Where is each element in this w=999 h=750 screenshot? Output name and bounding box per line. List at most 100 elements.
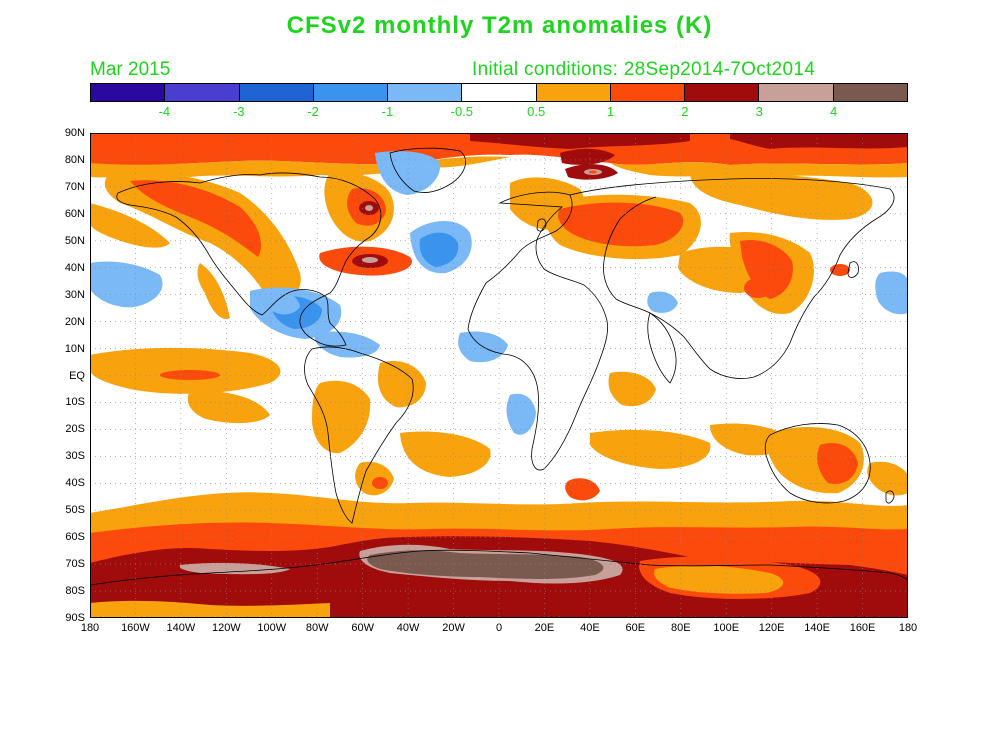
colorbar-label: 2: [681, 104, 689, 119]
mid-atlantic-core: [362, 257, 378, 263]
colorbar-swatch: [239, 84, 314, 101]
longitude-label: 120W: [211, 622, 241, 634]
latitude-label: 60N: [64, 207, 85, 220]
arctic-orange-edge-east: [610, 162, 908, 178]
weddell-darkbrown: [367, 550, 604, 579]
greenland-outline: [389, 147, 466, 193]
uk-outline: [536, 218, 547, 232]
latitude-label: 40S: [65, 477, 85, 490]
southern-indian-red: [565, 478, 600, 501]
latitude-label: 30N: [64, 288, 85, 301]
south-pacific-orange: [187, 390, 270, 424]
latitude-label: 60S: [65, 531, 85, 544]
north-pacific-blue: [90, 261, 163, 308]
baffin-blue: [375, 151, 441, 195]
tasman-orange: [867, 461, 908, 496]
colorbar-swatch: [833, 84, 907, 101]
longitude-label: 100W: [257, 622, 287, 634]
australia-outline: [764, 423, 871, 504]
longitude-label: 0: [495, 622, 503, 634]
colorbar-label: -0.5: [450, 104, 474, 119]
colorbar-label: 1: [606, 104, 615, 119]
arabia-blue: [647, 291, 678, 313]
amundsen-brown: [179, 562, 290, 575]
latitude-label: 80S: [65, 585, 85, 598]
longitude-label: 60E: [625, 622, 646, 634]
north-atlantic-blue-core: [419, 232, 459, 267]
china-red-spot: [744, 278, 772, 298]
alaska-blue: [267, 291, 300, 315]
longitude-label: 80W: [305, 622, 329, 634]
colorbar: [90, 83, 908, 102]
latitude-label: 70N: [64, 180, 85, 193]
latitude-label: 30S: [65, 450, 85, 463]
arctic-warm-band: [90, 133, 908, 166]
antarctica-outline: [90, 549, 908, 586]
australia-red: [817, 443, 858, 485]
longitude-label: 40E: [580, 622, 600, 634]
longitude-label: 80E: [670, 622, 691, 634]
colorbar-swatch: [91, 84, 166, 101]
colorbar-label: -4: [158, 104, 171, 119]
initial-conditions: Initial conditions: 28Sep2014-7Oct2014: [472, 59, 816, 80]
alaska-red: [130, 180, 261, 257]
south-america-orange: [312, 380, 371, 454]
colorbar-label: 4: [830, 104, 838, 119]
southern-africa-blue: [506, 393, 536, 435]
russia-red: [558, 202, 684, 247]
longitude-label: 180: [80, 622, 100, 634]
indian-ocean-orange: [590, 429, 711, 469]
alaska-warm: [104, 171, 301, 304]
antarctic-orange-interior: [90, 600, 330, 618]
map-border: [90, 133, 908, 618]
chart-title: CFSv2 monthly T2m anomalies (K): [286, 12, 713, 39]
colorbar-swatch: [759, 84, 834, 101]
longitude-label: 160W: [121, 622, 150, 634]
barents-darkred: [560, 148, 615, 165]
labrador-core: [365, 205, 373, 211]
colorbar-swatch: [388, 84, 463, 101]
longitude-label: 100E: [713, 622, 740, 634]
tropical-pacific-red: [160, 370, 220, 380]
longitude-label: 160E: [849, 622, 876, 634]
northeast-pacific-blue: [875, 271, 908, 315]
europe-africa-outline: [467, 191, 608, 471]
longitude-label: 20E: [534, 622, 555, 634]
longitude-label: 60W: [351, 622, 374, 634]
north-america-outline: [116, 172, 382, 347]
colorbar-swatch: [165, 84, 240, 101]
graticule: [90, 133, 908, 618]
latitude-label: 50N: [64, 234, 85, 247]
longitude-label: 40W: [396, 622, 420, 634]
colorbar-label: -1: [381, 104, 394, 119]
forecast-month: Mar 2015: [90, 59, 171, 80]
north-pacific-darkred: [730, 133, 908, 149]
west-coast-orange: [197, 263, 230, 319]
siberia-orange: [690, 171, 873, 220]
colorbar-swatch: [536, 84, 611, 101]
asia-outline: [569, 178, 895, 379]
brazil-orange: [377, 361, 426, 408]
longitude-label: 120E: [758, 622, 785, 634]
longitude-label: 140W: [166, 622, 196, 634]
india-outline: [647, 312, 677, 384]
latitude-label: 90N: [64, 127, 85, 139]
continent-outlines: [90, 147, 908, 586]
latitude-label: 10N: [64, 342, 85, 355]
latitude-label: EQ: [69, 369, 85, 382]
longitude-label: 180: [898, 622, 918, 634]
ross-sea-orange: [654, 565, 784, 594]
latitude-label: 50S: [65, 504, 85, 517]
arctic-orange-edge: [90, 156, 510, 178]
arctic-darkred: [470, 133, 690, 149]
india-orange: [608, 371, 656, 407]
new-zealand-outline: [885, 490, 895, 504]
latitude-label: 20N: [64, 315, 85, 328]
latitude-label: 40N: [64, 261, 85, 274]
colorbar-swatch: [313, 84, 389, 101]
latitude-label: 20S: [65, 423, 85, 436]
south-america-outline: [304, 346, 414, 524]
latitude-label: 80N: [64, 153, 85, 166]
colorbar-swatch: [685, 84, 760, 101]
kara-core: [589, 170, 597, 174]
